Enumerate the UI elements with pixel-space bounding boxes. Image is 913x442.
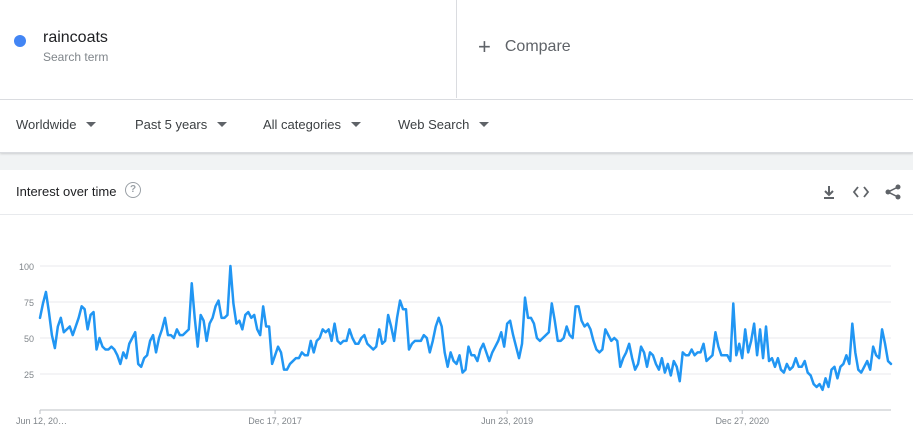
series-color-dot xyxy=(14,35,26,47)
caret-down-icon xyxy=(351,122,362,127)
search-term-card[interactable]: raincoats Search term xyxy=(0,0,457,98)
caret-down-icon xyxy=(217,122,228,127)
x-tick-label: Jun 23, 2019 xyxy=(481,416,533,426)
help-icon[interactable]: ? xyxy=(125,182,141,198)
x-tick-label: Jun 12, 20… xyxy=(16,416,67,426)
time-range-label: Past 5 years xyxy=(135,117,208,132)
plus-icon: + xyxy=(478,34,491,59)
search-type-label: Web Search xyxy=(398,117,470,132)
y-tick-label: 100 xyxy=(19,262,34,272)
y-tick-label: 75 xyxy=(24,298,34,308)
series-line-raincoats xyxy=(38,264,893,392)
download-icon[interactable] xyxy=(819,182,839,202)
y-tick-label: 25 xyxy=(24,370,34,380)
x-tick-label: Dec 27, 2020 xyxy=(715,416,769,426)
compare-button[interactable]: + Compare xyxy=(478,36,571,58)
caret-down-icon xyxy=(479,122,490,127)
explore-header: raincoats Search term + Compare Worldwid… xyxy=(0,0,913,153)
compare-label: Compare xyxy=(504,38,571,55)
search-term-label[interactable]: raincoats xyxy=(43,29,108,46)
time-range-dropdown[interactable]: Past 5 years xyxy=(135,117,228,132)
card-header: Interest over time ? xyxy=(0,170,913,215)
filter-bar: Worldwide Past 5 years All categories We… xyxy=(0,99,913,152)
search-term-subtitle: Search term xyxy=(43,50,109,64)
caret-down-icon xyxy=(86,122,97,127)
category-label: All categories xyxy=(263,117,342,132)
category-dropdown[interactable]: All categories xyxy=(263,117,362,132)
interest-line-chart[interactable]: 100 75 50 25 Jun 12, 20… Dec 17, 2017 Jun 23, … xyxy=(0,170,913,442)
region-label: Worldwide xyxy=(16,117,77,132)
share-icon[interactable] xyxy=(883,182,903,202)
x-tick-label: Dec 17, 2017 xyxy=(248,416,302,426)
search-type-dropdown[interactable]: Web Search xyxy=(398,117,490,132)
embed-code-icon[interactable] xyxy=(851,182,871,202)
region-dropdown[interactable]: Worldwide xyxy=(16,117,97,132)
card-title: Interest over time xyxy=(16,184,117,199)
y-tick-label: 50 xyxy=(24,334,34,344)
interest-over-time-card: Interest over time ? 100 75 50 25 Jun 12, 20… xyxy=(0,170,913,442)
